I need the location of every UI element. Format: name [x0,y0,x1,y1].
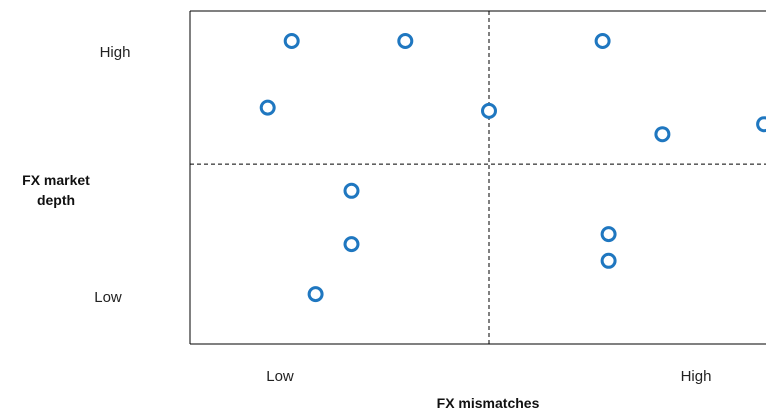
data-point-11 [600,252,617,269]
data-point-1 [283,33,300,49]
y-tick-high: High [100,44,131,61]
y-tick-low: Low [94,289,122,306]
plot-frame [189,10,766,345]
data-point-7 [756,116,766,133]
x-axis-title: FX mismatches [437,395,540,410]
data-point-9 [343,236,360,253]
data-point-3 [594,33,611,49]
data-point-10 [600,226,617,243]
data-point-8 [343,182,360,199]
y-axis-title-line-1: FX market [22,172,90,188]
data-point-2 [397,33,414,49]
data-point-6 [654,126,671,143]
data-points [259,33,766,303]
x-tick-low: Low [266,368,294,385]
data-point-5 [481,102,497,119]
data-point-12 [307,286,324,303]
x-tick-high: High [681,368,712,385]
y-axis-title-line-2: depth [37,192,75,208]
data-point-4 [259,99,276,116]
